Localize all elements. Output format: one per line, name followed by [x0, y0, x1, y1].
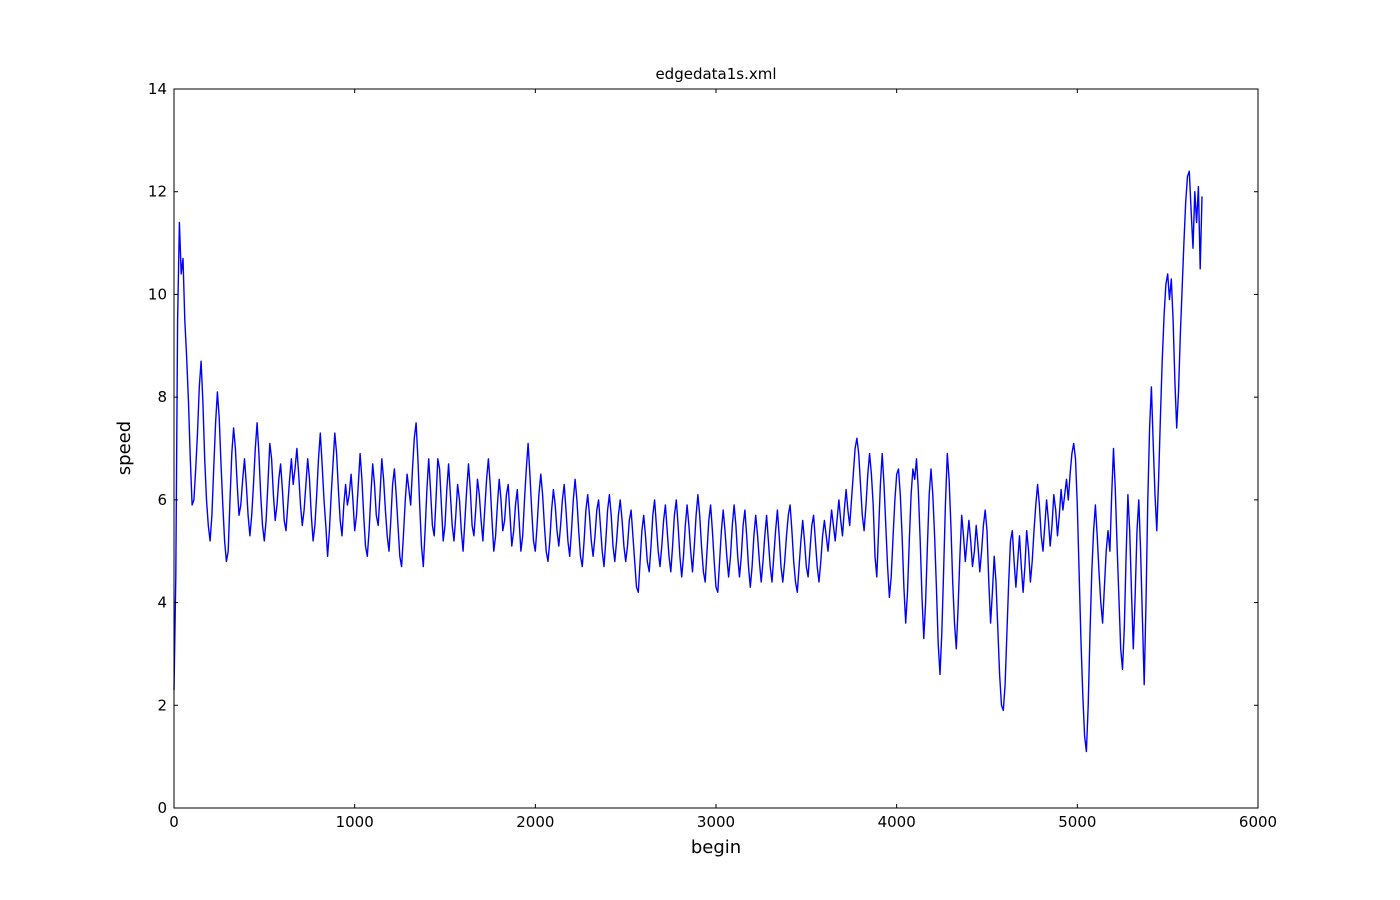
y-tick-label: 12	[148, 183, 167, 201]
axis-ticks	[173, 88, 1259, 809]
y-tick-label: 2	[157, 696, 167, 714]
axis-tick-labels: 0 1000 2000 3000 4000 5000 6000 0 2 4 6 8 10 12 14	[148, 80, 1277, 831]
x-tick-label: 4000	[878, 813, 916, 831]
speed-line-series	[173, 170, 1203, 753]
y-tick-label: 4	[157, 594, 167, 612]
plot-area	[174, 89, 1258, 808]
y-tick-label: 14	[148, 80, 167, 98]
y-tick-label: 6	[157, 491, 167, 509]
x-tick-label: 5000	[1058, 813, 1096, 831]
x-tick-label: 6000	[1239, 813, 1277, 831]
y-tick-label: 0	[157, 799, 167, 817]
x-tick-label: 3000	[697, 813, 735, 831]
y-axis-label: speed	[114, 421, 135, 475]
x-tick-label: 1000	[336, 813, 374, 831]
x-tick-label: 2000	[516, 813, 554, 831]
chart-title: edgedata1s.xml	[655, 65, 776, 83]
y-tick-label: 10	[148, 285, 167, 303]
x-tick-label: 0	[169, 813, 179, 831]
y-tick-label: 8	[157, 388, 167, 406]
x-axis-label: begin	[691, 837, 741, 858]
